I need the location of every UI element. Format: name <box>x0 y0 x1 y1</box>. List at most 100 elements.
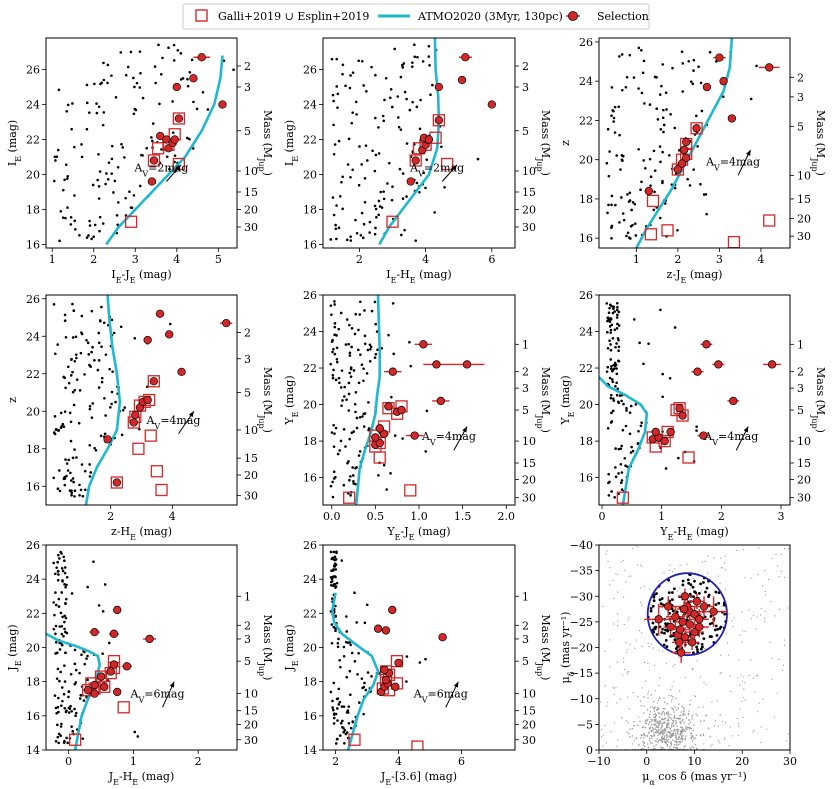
field-star <box>145 146 149 150</box>
field-star <box>692 58 696 62</box>
field-star <box>677 737 680 739</box>
field-star <box>98 229 101 233</box>
field-star <box>370 675 373 678</box>
field-star <box>677 729 680 731</box>
field-star <box>659 720 662 722</box>
field-star <box>341 175 344 179</box>
field-star <box>628 53 632 57</box>
field-star <box>612 363 616 367</box>
field-star <box>668 694 670 696</box>
field-star <box>400 63 404 67</box>
mass-tick-label: 20 <box>522 473 536 486</box>
field-star <box>102 321 106 325</box>
field-star <box>377 199 381 203</box>
field-star <box>644 166 647 170</box>
field-star <box>648 646 650 648</box>
atmo2020-model-curve <box>84 295 122 505</box>
field-star <box>666 733 668 736</box>
selection-point <box>702 82 712 92</box>
field-star <box>607 701 609 704</box>
field-star <box>422 171 426 175</box>
field-star <box>677 738 679 741</box>
x-tick-label: 0 <box>643 755 650 768</box>
field-star <box>655 720 657 722</box>
y-tick-label: 20 <box>26 405 40 418</box>
field-star <box>85 657 88 660</box>
field-star <box>619 481 623 485</box>
mass-tick-label: 20 <box>797 213 811 226</box>
field-star <box>616 745 618 747</box>
field-star <box>752 614 755 617</box>
field-star <box>680 732 682 734</box>
field-star <box>54 640 58 644</box>
field-star <box>724 562 726 564</box>
field-star <box>659 677 661 679</box>
field-star <box>760 614 762 616</box>
field-star <box>725 632 727 634</box>
selection-point <box>682 153 691 162</box>
field-star <box>377 152 381 155</box>
field-star <box>623 596 625 598</box>
field-star <box>363 681 366 685</box>
field-star <box>602 734 604 736</box>
field-star <box>675 744 678 746</box>
field-star <box>662 650 664 652</box>
field-star <box>190 58 194 62</box>
selection-point <box>692 597 702 606</box>
field-star <box>750 618 753 620</box>
field-star <box>67 381 71 385</box>
mass-tick-label: 3 <box>797 91 804 104</box>
reddening-label: AV=4mag <box>705 155 760 172</box>
field-star <box>617 447 621 451</box>
field-star <box>117 201 120 204</box>
field-star <box>69 704 72 708</box>
field-star <box>681 62 685 65</box>
field-star <box>641 747 643 750</box>
field-star <box>684 714 686 716</box>
field-star <box>367 401 370 404</box>
field-star <box>673 326 677 329</box>
field-star <box>755 628 757 630</box>
field-star <box>614 475 618 479</box>
field-star <box>100 376 104 380</box>
y-tick-label: 16 <box>303 239 317 252</box>
field-star <box>60 722 63 726</box>
field-star <box>639 188 642 192</box>
field-star <box>615 687 617 689</box>
field-star <box>150 136 153 139</box>
selection-point <box>109 660 119 669</box>
field-star <box>362 712 365 716</box>
field-star <box>637 724 639 726</box>
field-star <box>625 720 628 722</box>
field-star <box>679 732 682 735</box>
selection-point <box>651 427 660 437</box>
field-star <box>70 489 73 492</box>
field-star <box>699 734 702 736</box>
field-star <box>736 549 738 551</box>
x-tick-label: 1 <box>658 510 665 523</box>
selection-point <box>677 159 687 168</box>
field-star <box>675 737 677 739</box>
field-star <box>696 714 699 717</box>
field-star <box>136 735 140 738</box>
field-star <box>683 730 685 732</box>
galli-esplin-square <box>440 157 454 171</box>
field-star <box>685 735 687 737</box>
field-star <box>644 720 647 723</box>
axes-frame <box>322 294 516 506</box>
field-star <box>694 696 697 698</box>
field-star <box>665 741 667 744</box>
mass-tick-label: 2 <box>244 327 251 340</box>
field-star <box>333 352 337 356</box>
x-axis-label: IE-HE (mag) <box>386 268 451 285</box>
field-star <box>413 55 417 59</box>
field-star <box>690 732 693 734</box>
field-star <box>617 613 619 615</box>
field-star <box>679 743 681 745</box>
legend-label-atmo: ATMO2020 (3Myr, 130pc) <box>417 10 563 23</box>
field-star <box>762 585 764 587</box>
field-star <box>783 664 785 666</box>
field-star <box>671 730 673 732</box>
field-star <box>633 202 637 206</box>
mass-tick-label: 30 <box>797 492 811 505</box>
